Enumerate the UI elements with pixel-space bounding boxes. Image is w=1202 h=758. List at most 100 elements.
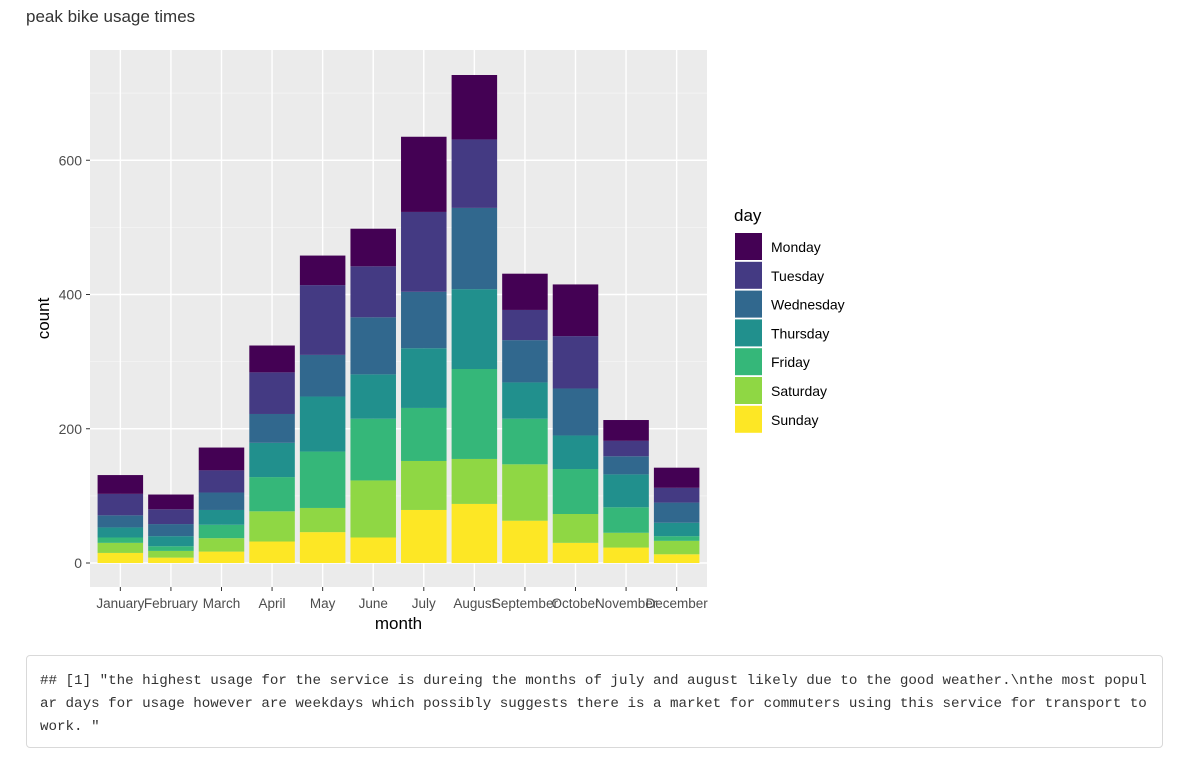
bar-segment xyxy=(299,354,346,397)
legend-key xyxy=(735,377,762,404)
bar-segment xyxy=(451,75,498,140)
bar-segment xyxy=(552,513,599,543)
bar-segment xyxy=(198,551,245,563)
bar-segment xyxy=(148,524,194,537)
legend-key xyxy=(735,348,762,376)
legend-label: Thursday xyxy=(771,325,829,341)
x-axis-title: month xyxy=(375,614,422,633)
legend-label: Tuesday xyxy=(771,268,824,284)
x-tick-label: January xyxy=(96,596,144,611)
bar-segment xyxy=(653,467,700,488)
bar-segment xyxy=(148,494,194,510)
bar-segment xyxy=(603,474,649,508)
bar-segment xyxy=(350,418,396,481)
y-axis-title: count xyxy=(34,297,53,339)
bar-segment xyxy=(198,538,245,552)
legend-key xyxy=(735,319,762,347)
bar-segment xyxy=(299,532,346,563)
bar-segment xyxy=(401,407,447,461)
bar-segment xyxy=(653,536,700,541)
bar-segment xyxy=(502,520,548,563)
bar-segment xyxy=(350,228,396,267)
bar-segment xyxy=(299,285,346,355)
y-tick-label: 200 xyxy=(59,421,83,437)
bar-segment xyxy=(401,348,447,408)
y-tick-label: 0 xyxy=(74,555,82,571)
bar-segment xyxy=(249,345,295,373)
x-tick-label: May xyxy=(310,596,336,611)
bar-segment xyxy=(249,413,295,443)
bar-segment xyxy=(249,477,295,512)
bar-segment xyxy=(148,536,194,547)
bar-segment xyxy=(299,396,346,452)
bar-segment xyxy=(249,541,295,563)
legend-title: day xyxy=(734,206,762,225)
x-tick-label: June xyxy=(359,596,388,611)
bar-segment xyxy=(401,460,447,510)
legend-label: Sunday xyxy=(771,412,818,428)
bar-segment xyxy=(653,522,700,537)
bar-segment xyxy=(97,537,144,543)
bar-segment xyxy=(198,470,245,493)
bar-segment xyxy=(603,547,649,563)
bar-segment xyxy=(198,492,245,510)
bar-segment xyxy=(653,487,700,503)
bar-segment xyxy=(148,557,194,563)
bar-segment xyxy=(552,336,599,389)
bar-segment xyxy=(502,309,548,341)
bar-segment xyxy=(97,475,144,494)
bar-segment xyxy=(148,509,194,525)
y-tick-label: 400 xyxy=(59,287,83,303)
bar-segment xyxy=(451,289,498,370)
bar-segment xyxy=(502,464,548,521)
y-tick-label: 600 xyxy=(59,152,83,168)
x-tick-label: August xyxy=(453,596,495,611)
bar-segment xyxy=(451,369,498,459)
bar-segment xyxy=(451,207,498,290)
bar-segment xyxy=(350,374,396,419)
bar-segment xyxy=(198,524,245,539)
bar-segment xyxy=(97,542,144,553)
legend-key xyxy=(735,290,762,318)
x-tick-label: November xyxy=(595,596,658,611)
x-tick-label: September xyxy=(492,596,559,611)
bar-segment xyxy=(299,507,346,533)
x-tick-label: February xyxy=(144,596,198,611)
legend-label: Wednesday xyxy=(771,297,845,313)
bar-segment xyxy=(401,211,447,292)
bar-segment xyxy=(552,542,599,563)
bar-segment xyxy=(148,546,194,551)
bar-segment xyxy=(552,388,599,436)
console-output: ## [1] "the highest usage for the servic… xyxy=(26,655,1163,748)
bar-segment xyxy=(198,447,245,471)
bar-segment xyxy=(653,554,700,563)
bar-segment xyxy=(502,382,548,419)
bar-segment xyxy=(603,532,649,548)
bar-segment xyxy=(502,273,548,310)
legend-label: Monday xyxy=(771,239,821,255)
x-tick-label: April xyxy=(259,596,286,611)
bar-segment xyxy=(350,480,396,538)
bar-segment xyxy=(653,540,700,555)
bar-segment xyxy=(653,502,700,523)
bar-segment xyxy=(249,511,295,542)
bar-segment xyxy=(350,537,396,563)
stacked-bar-chart: 0 200 400 600 January February March April May Ju… xyxy=(34,50,845,633)
bar-segment xyxy=(401,136,447,212)
bar-segment xyxy=(249,372,295,414)
bar-segment xyxy=(97,527,144,538)
bar-segment xyxy=(603,420,649,441)
bar-segment xyxy=(148,550,194,558)
bar-segment xyxy=(401,509,447,563)
bar-segment xyxy=(603,440,649,457)
bar-segment xyxy=(198,509,245,525)
bar-segment xyxy=(552,284,599,337)
bar-segment xyxy=(502,340,548,383)
x-tick-label: December xyxy=(646,596,709,611)
bar-segment xyxy=(97,493,144,516)
x-tick-label: July xyxy=(412,596,436,611)
bar-segment xyxy=(552,435,599,470)
bar-segment xyxy=(451,503,498,563)
bar-segment xyxy=(502,418,548,465)
bar-segment xyxy=(97,515,144,528)
